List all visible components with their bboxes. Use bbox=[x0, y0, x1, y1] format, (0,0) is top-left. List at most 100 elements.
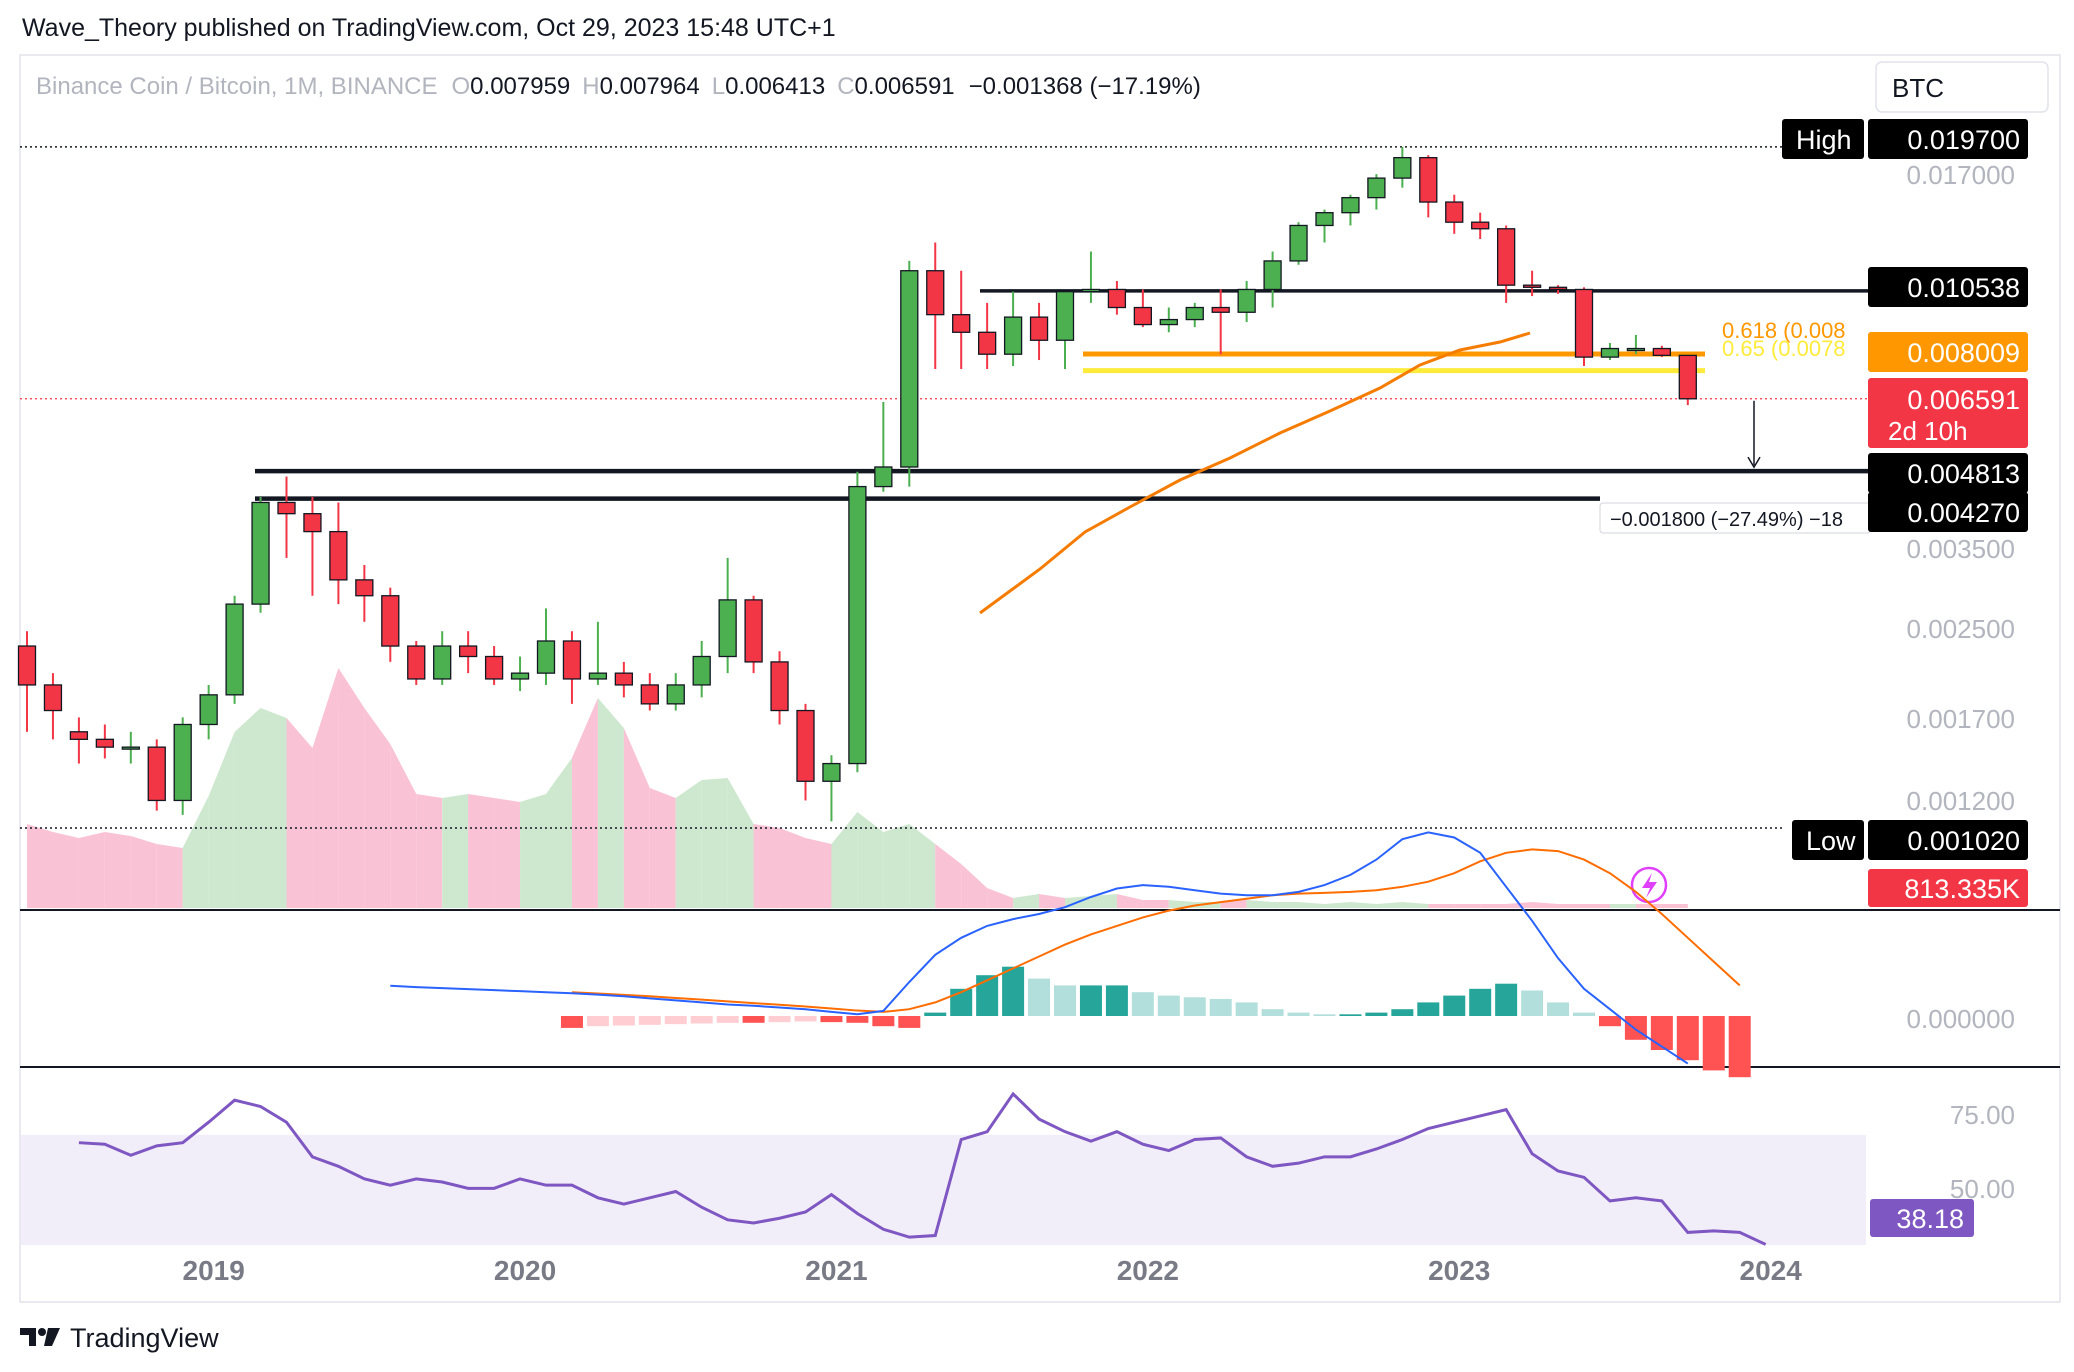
volume-area-segment bbox=[208, 732, 235, 908]
candle-body bbox=[1055, 290, 1075, 341]
candle-body bbox=[407, 645, 426, 680]
volume-area-segment bbox=[1246, 900, 1273, 908]
volume-area-segment bbox=[338, 668, 365, 908]
candle-body bbox=[1185, 306, 1204, 321]
candle-body bbox=[225, 603, 244, 696]
candle-body bbox=[1211, 306, 1230, 313]
candle-body bbox=[355, 579, 374, 597]
macd-histogram-bar bbox=[1624, 1016, 1647, 1040]
candle-body bbox=[718, 599, 737, 658]
last-price-tag-bg bbox=[1868, 378, 2028, 448]
volume-area-segment bbox=[1298, 902, 1325, 908]
volume-area-segment bbox=[779, 828, 806, 908]
legend-change: −0.001368 (−17.19%) bbox=[969, 73, 1201, 100]
macd-histogram-bar bbox=[1391, 1009, 1414, 1016]
fib-65-label: 0.65 (0.0078 bbox=[1722, 336, 1846, 361]
candle-body bbox=[95, 738, 114, 748]
lightning-icon[interactable] bbox=[1630, 866, 1668, 904]
volume-area-segment bbox=[675, 780, 702, 908]
candle bbox=[588, 621, 608, 685]
candle-body bbox=[1497, 228, 1516, 286]
volume-area-segment bbox=[935, 844, 962, 908]
candle bbox=[744, 595, 763, 674]
candle-body bbox=[484, 655, 504, 680]
candle-body bbox=[1159, 318, 1178, 326]
level-tag-010538-bg bbox=[1868, 267, 2028, 307]
macd-histogram-bar bbox=[1261, 1009, 1284, 1016]
candle bbox=[17, 631, 37, 732]
low-tag-label: Low bbox=[1806, 826, 1856, 856]
time-tick-2022: 2022 bbox=[1117, 1255, 1179, 1286]
candle-body bbox=[692, 655, 711, 686]
legend-close-value: 0.006591 bbox=[855, 73, 955, 100]
publisher-header: Wave_Theory published on TradingView.com… bbox=[0, 0, 2074, 52]
candle-body bbox=[69, 731, 89, 740]
candle bbox=[1263, 251, 1282, 308]
candle bbox=[147, 739, 166, 811]
macd-histogram-bar bbox=[1469, 988, 1492, 1016]
candle bbox=[1419, 155, 1438, 218]
volume-area-segment bbox=[442, 794, 469, 908]
candle bbox=[1497, 225, 1516, 303]
macd-histogram-bar bbox=[690, 1016, 713, 1024]
volume-area-segment bbox=[156, 844, 183, 908]
price-tick: 0.003500 bbox=[1907, 534, 2015, 564]
macd-histogram-bar bbox=[1650, 1016, 1673, 1050]
low-tag-value: 0.001020 bbox=[1907, 826, 2020, 856]
candle bbox=[303, 497, 322, 596]
macd-histogram-bar bbox=[1105, 985, 1128, 1016]
time-tick-2020: 2020 bbox=[494, 1255, 556, 1286]
candle bbox=[978, 302, 997, 370]
candle bbox=[199, 684, 218, 740]
volume-area-segment bbox=[546, 758, 572, 908]
volume-area-segment bbox=[1324, 902, 1351, 908]
candle bbox=[900, 260, 919, 487]
time-tick-2023: 2023 bbox=[1428, 1255, 1490, 1286]
volume-area-segment bbox=[390, 744, 417, 908]
candle-body bbox=[640, 684, 659, 705]
macd-histogram-bar bbox=[1235, 1002, 1258, 1016]
candle-body bbox=[1289, 224, 1308, 262]
candle bbox=[173, 717, 192, 815]
level-tag-004270-bg bbox=[1868, 492, 2028, 532]
volume-area-segment bbox=[416, 794, 443, 908]
low-tag-label-bg bbox=[1792, 820, 1864, 860]
candle-body bbox=[926, 270, 945, 316]
volume-area-segment bbox=[883, 824, 910, 908]
candle-body bbox=[121, 746, 140, 750]
candle-body bbox=[1445, 201, 1464, 223]
macd-histogram-bar bbox=[768, 1016, 791, 1023]
macd-histogram-bar bbox=[1157, 995, 1180, 1016]
candle-body bbox=[1081, 288, 1101, 293]
volume-area-segment bbox=[1558, 904, 1584, 908]
candle-body bbox=[1548, 286, 1568, 291]
volume-area-segment bbox=[1428, 904, 1455, 908]
fib-618-label: 0.618 (0.008 bbox=[1722, 318, 1846, 343]
volume-area-segment bbox=[597, 698, 624, 908]
rsi-band bbox=[20, 1134, 1866, 1245]
volume-area-segment bbox=[961, 864, 988, 908]
macd-histogram-bar bbox=[1547, 1002, 1570, 1016]
macd-histogram-bar bbox=[1287, 1012, 1310, 1016]
volume-area-segment bbox=[1454, 904, 1481, 908]
currency-button[interactable] bbox=[1875, 61, 2049, 113]
candle bbox=[1003, 291, 1023, 367]
candle bbox=[614, 661, 633, 698]
volume-area-segment bbox=[468, 794, 495, 908]
macd-line bbox=[390, 831, 1689, 1065]
volume-area-segment bbox=[1376, 902, 1403, 908]
legend-open-label: O bbox=[452, 73, 471, 100]
candle bbox=[1289, 222, 1308, 265]
candle bbox=[1600, 342, 1620, 361]
candle bbox=[952, 270, 971, 370]
volume-area-segment bbox=[234, 708, 261, 908]
candle-body bbox=[277, 501, 296, 515]
candle bbox=[1081, 251, 1101, 303]
candle-body bbox=[329, 530, 348, 581]
candle bbox=[1652, 345, 1671, 358]
price-tick: 0.017000 bbox=[1907, 160, 2015, 190]
macd-histogram-bar bbox=[794, 1016, 817, 1022]
candle bbox=[666, 673, 685, 711]
candle-body bbox=[147, 746, 166, 802]
